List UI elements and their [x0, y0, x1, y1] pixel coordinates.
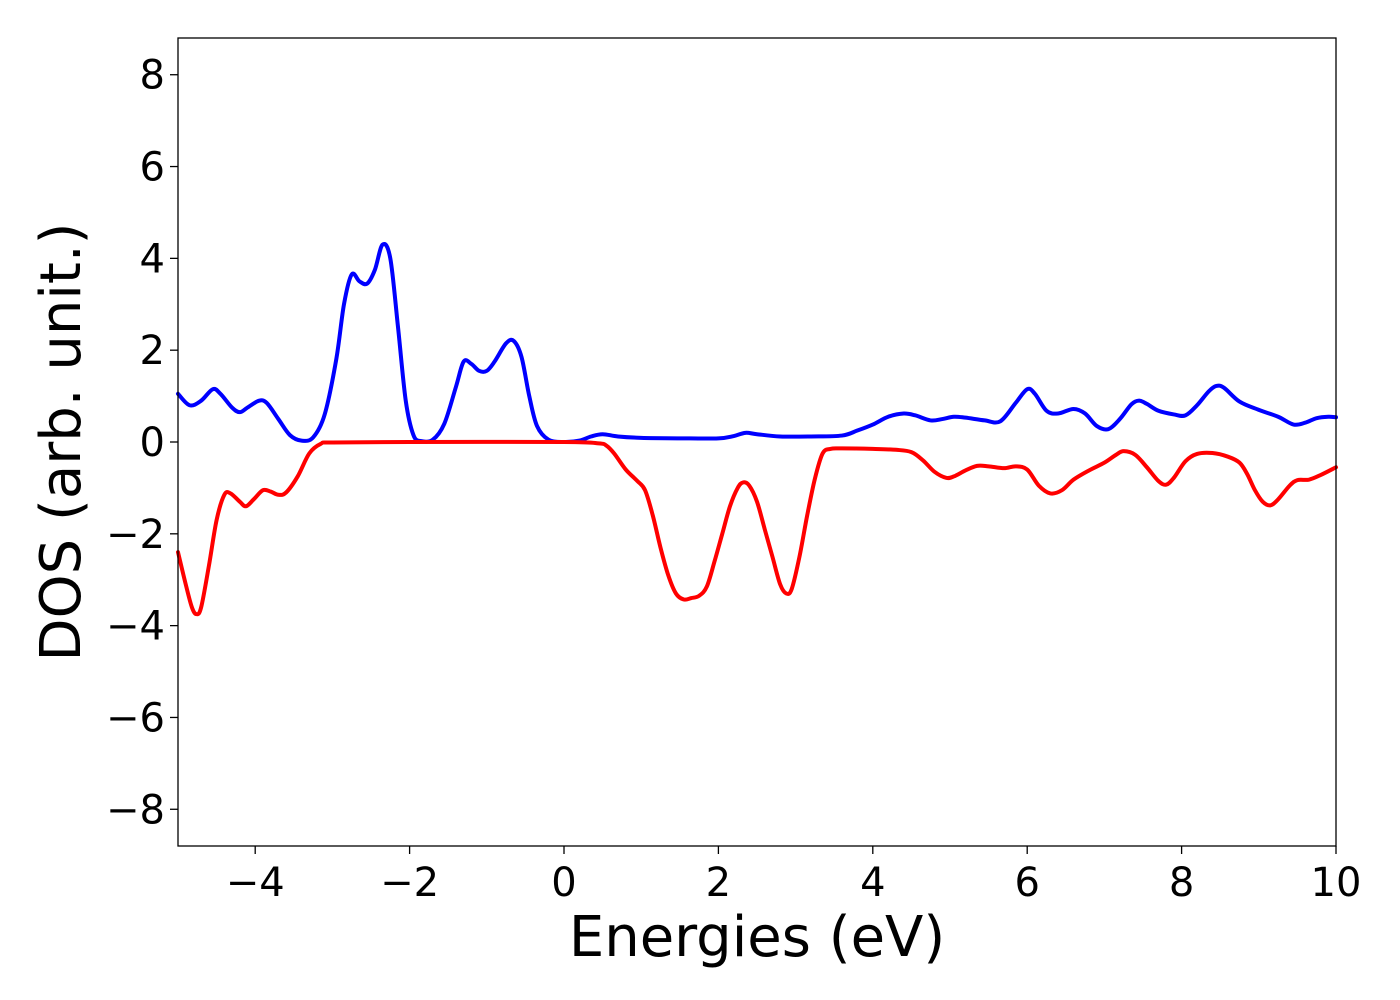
y-axis-title: DOS (arb. unit.) [29, 222, 94, 661]
ticks-layer: −4 −2 0 2 4 6 8 10 −8 −6 −4 −2 0 2 4 6 8 [106, 53, 1361, 906]
y-tick-label: −4 [106, 604, 165, 650]
x-tick-label: −4 [226, 860, 285, 906]
x-tick-label: 4 [860, 860, 885, 906]
series-line-red [176, 439, 1338, 617]
x-tick-label: −2 [380, 860, 439, 906]
y-tick-label: 2 [140, 328, 165, 374]
x-axis-title: Energies (eV) [569, 905, 945, 970]
x-tick-label: 6 [1014, 860, 1039, 906]
y-tick-label: 4 [140, 236, 165, 282]
y-tick-label: 8 [140, 53, 165, 99]
x-tick-label: 10 [1311, 860, 1362, 906]
x-tick-label: 0 [551, 860, 576, 906]
series-layer [176, 242, 1338, 617]
x-tick-label: 8 [1169, 860, 1194, 906]
y-tick-label: −2 [106, 512, 165, 558]
y-tick-label: 0 [140, 420, 165, 466]
y-tick-label: −8 [106, 787, 165, 833]
series-line-blue [176, 242, 1338, 445]
y-tick-label: 6 [140, 145, 165, 191]
x-tick-label: 2 [706, 860, 731, 906]
y-tick-label: −6 [106, 695, 165, 741]
